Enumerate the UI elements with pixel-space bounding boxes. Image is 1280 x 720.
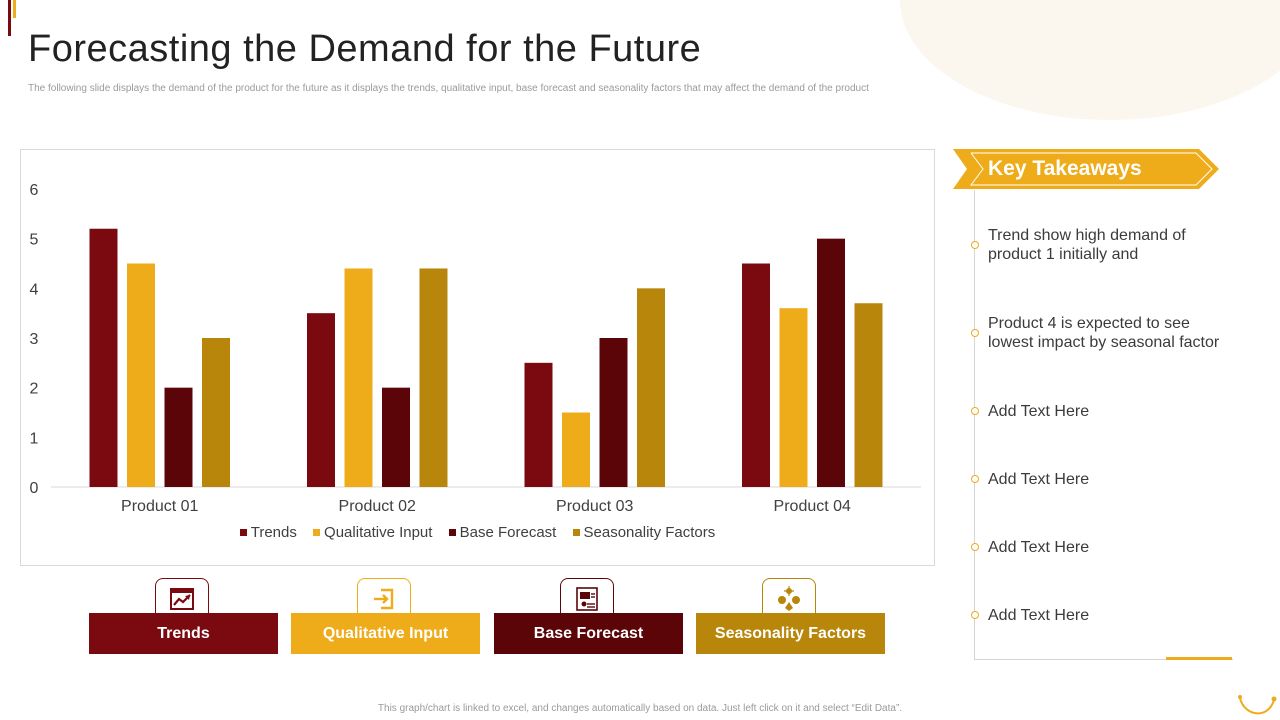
legend-swatch xyxy=(239,528,247,536)
chart-legend: Trends Qualitative Input Base Forecast S… xyxy=(21,524,934,541)
y-tick-label: 5 xyxy=(30,232,39,249)
category-card-base-forecast[interactable]: Base Forecast xyxy=(494,578,683,654)
decorative-swirl-icon xyxy=(1238,695,1277,715)
bullet-dot xyxy=(971,475,979,483)
bar-qualitative-input-2[interactable] xyxy=(344,268,373,487)
chart-canvas: 0 1 2 3 4 5 6 Product 01 Product 02 Product 03 Pro… xyxy=(30,182,921,515)
y-tick-label: 1 xyxy=(30,430,39,447)
bar-base-forecast-2[interactable] xyxy=(382,387,410,487)
bar-qualitative-input-3[interactable] xyxy=(562,412,590,488)
takeaway-item: Add Text Here xyxy=(988,403,1090,420)
legend-item-trends: Trends xyxy=(239,524,297,541)
category-label: Qualitative Input xyxy=(291,613,480,654)
trend-chart-icon xyxy=(155,578,209,618)
x-tick-label: Product 01 xyxy=(121,498,198,515)
category-card-seasonality-factors[interactable]: Seasonality Factors xyxy=(696,578,885,654)
legend-label: Seasonality Factors xyxy=(583,524,716,541)
legend-item-base-forecast: Base Forecast xyxy=(448,524,557,541)
x-tick-label: Product 02 xyxy=(339,498,416,515)
title-accent xyxy=(8,0,18,36)
bar-trends-2[interactable] xyxy=(307,313,335,487)
bar-trends-4[interactable] xyxy=(742,263,770,488)
bullet-dot xyxy=(971,329,979,337)
bar-seasonality-factors-3[interactable] xyxy=(637,288,665,487)
legend-label: Qualitative Input xyxy=(324,524,433,541)
takeaways-bottom-accent xyxy=(1166,657,1232,660)
bar-seasonality-factors-1[interactable] xyxy=(202,338,230,487)
bar-base-forecast-3[interactable] xyxy=(599,338,628,487)
takeaway-item: Trend show high demand of product 1 init… xyxy=(988,227,1186,263)
category-label: Trends xyxy=(89,613,278,654)
legend-item-seasonality-factors: Seasonality Factors xyxy=(572,524,716,541)
legend-label: Base Forecast xyxy=(459,524,557,541)
y-tick-label: 3 xyxy=(30,331,39,348)
takeaway-item: Add Text Here xyxy=(988,471,1090,488)
bullet-dot xyxy=(971,407,979,415)
category-card-trends[interactable]: Trends xyxy=(89,578,278,654)
key-takeaways-title: Key Takeaways xyxy=(988,157,1142,180)
forecast-board-icon xyxy=(560,578,614,618)
page-subtitle: The following slide displays the demand … xyxy=(28,83,869,94)
footnote: This graph/chart is linked to excel, and… xyxy=(377,703,903,714)
bullet-dot xyxy=(971,241,979,249)
y-tick-label: 0 xyxy=(30,480,39,497)
takeaways-timeline xyxy=(974,190,975,660)
y-tick-label: 6 xyxy=(30,182,39,199)
bar-base-forecast-1[interactable] xyxy=(164,387,193,487)
legend-label: Trends xyxy=(250,524,297,541)
page-title: Forecasting the Demand for the Future xyxy=(28,28,702,70)
bar-qualitative-input-1[interactable] xyxy=(127,263,155,488)
x-tick-label: Product 04 xyxy=(774,498,851,515)
legend-swatch xyxy=(313,528,321,536)
takeaways-bottom-rule xyxy=(975,659,1233,660)
bar-trends-3[interactable] xyxy=(524,362,553,487)
takeaway-item: Add Text Here xyxy=(988,607,1090,624)
y-tick-label: 4 xyxy=(30,281,39,298)
bar-trends-1[interactable] xyxy=(89,228,118,487)
legend-item-qualitative-input: Qualitative Input xyxy=(313,524,432,541)
bar-seasonality-factors-4[interactable] xyxy=(854,303,883,487)
bar-chart[interactable]: 0 1 2 3 4 5 6 Product 01 Product 02 Product 03 Pro… xyxy=(20,149,935,566)
category-card-qualitative-input[interactable]: Qualitative Input xyxy=(291,578,480,654)
bar-base-forecast-4[interactable] xyxy=(817,238,845,487)
bar-qualitative-input-4[interactable] xyxy=(779,308,808,487)
bullet-dot xyxy=(971,611,979,619)
input-arrow-icon xyxy=(357,578,411,618)
y-tick-label: 2 xyxy=(30,381,39,398)
takeaway-item: Add Text Here xyxy=(988,539,1090,556)
bar-seasonality-factors-2[interactable] xyxy=(419,268,448,487)
legend-swatch xyxy=(572,528,580,536)
decorative-corner-shape xyxy=(900,0,1280,120)
legend-swatch xyxy=(448,528,456,536)
bullet-dot xyxy=(971,543,979,551)
x-tick-label: Product 03 xyxy=(556,498,633,515)
category-label: Base Forecast xyxy=(494,613,683,654)
category-label: Seasonality Factors xyxy=(696,613,885,654)
takeaway-item: Product 4 is expected to see lowest impa… xyxy=(988,315,1220,351)
seasons-icon xyxy=(762,578,816,618)
key-takeaways-banner xyxy=(953,149,1219,189)
